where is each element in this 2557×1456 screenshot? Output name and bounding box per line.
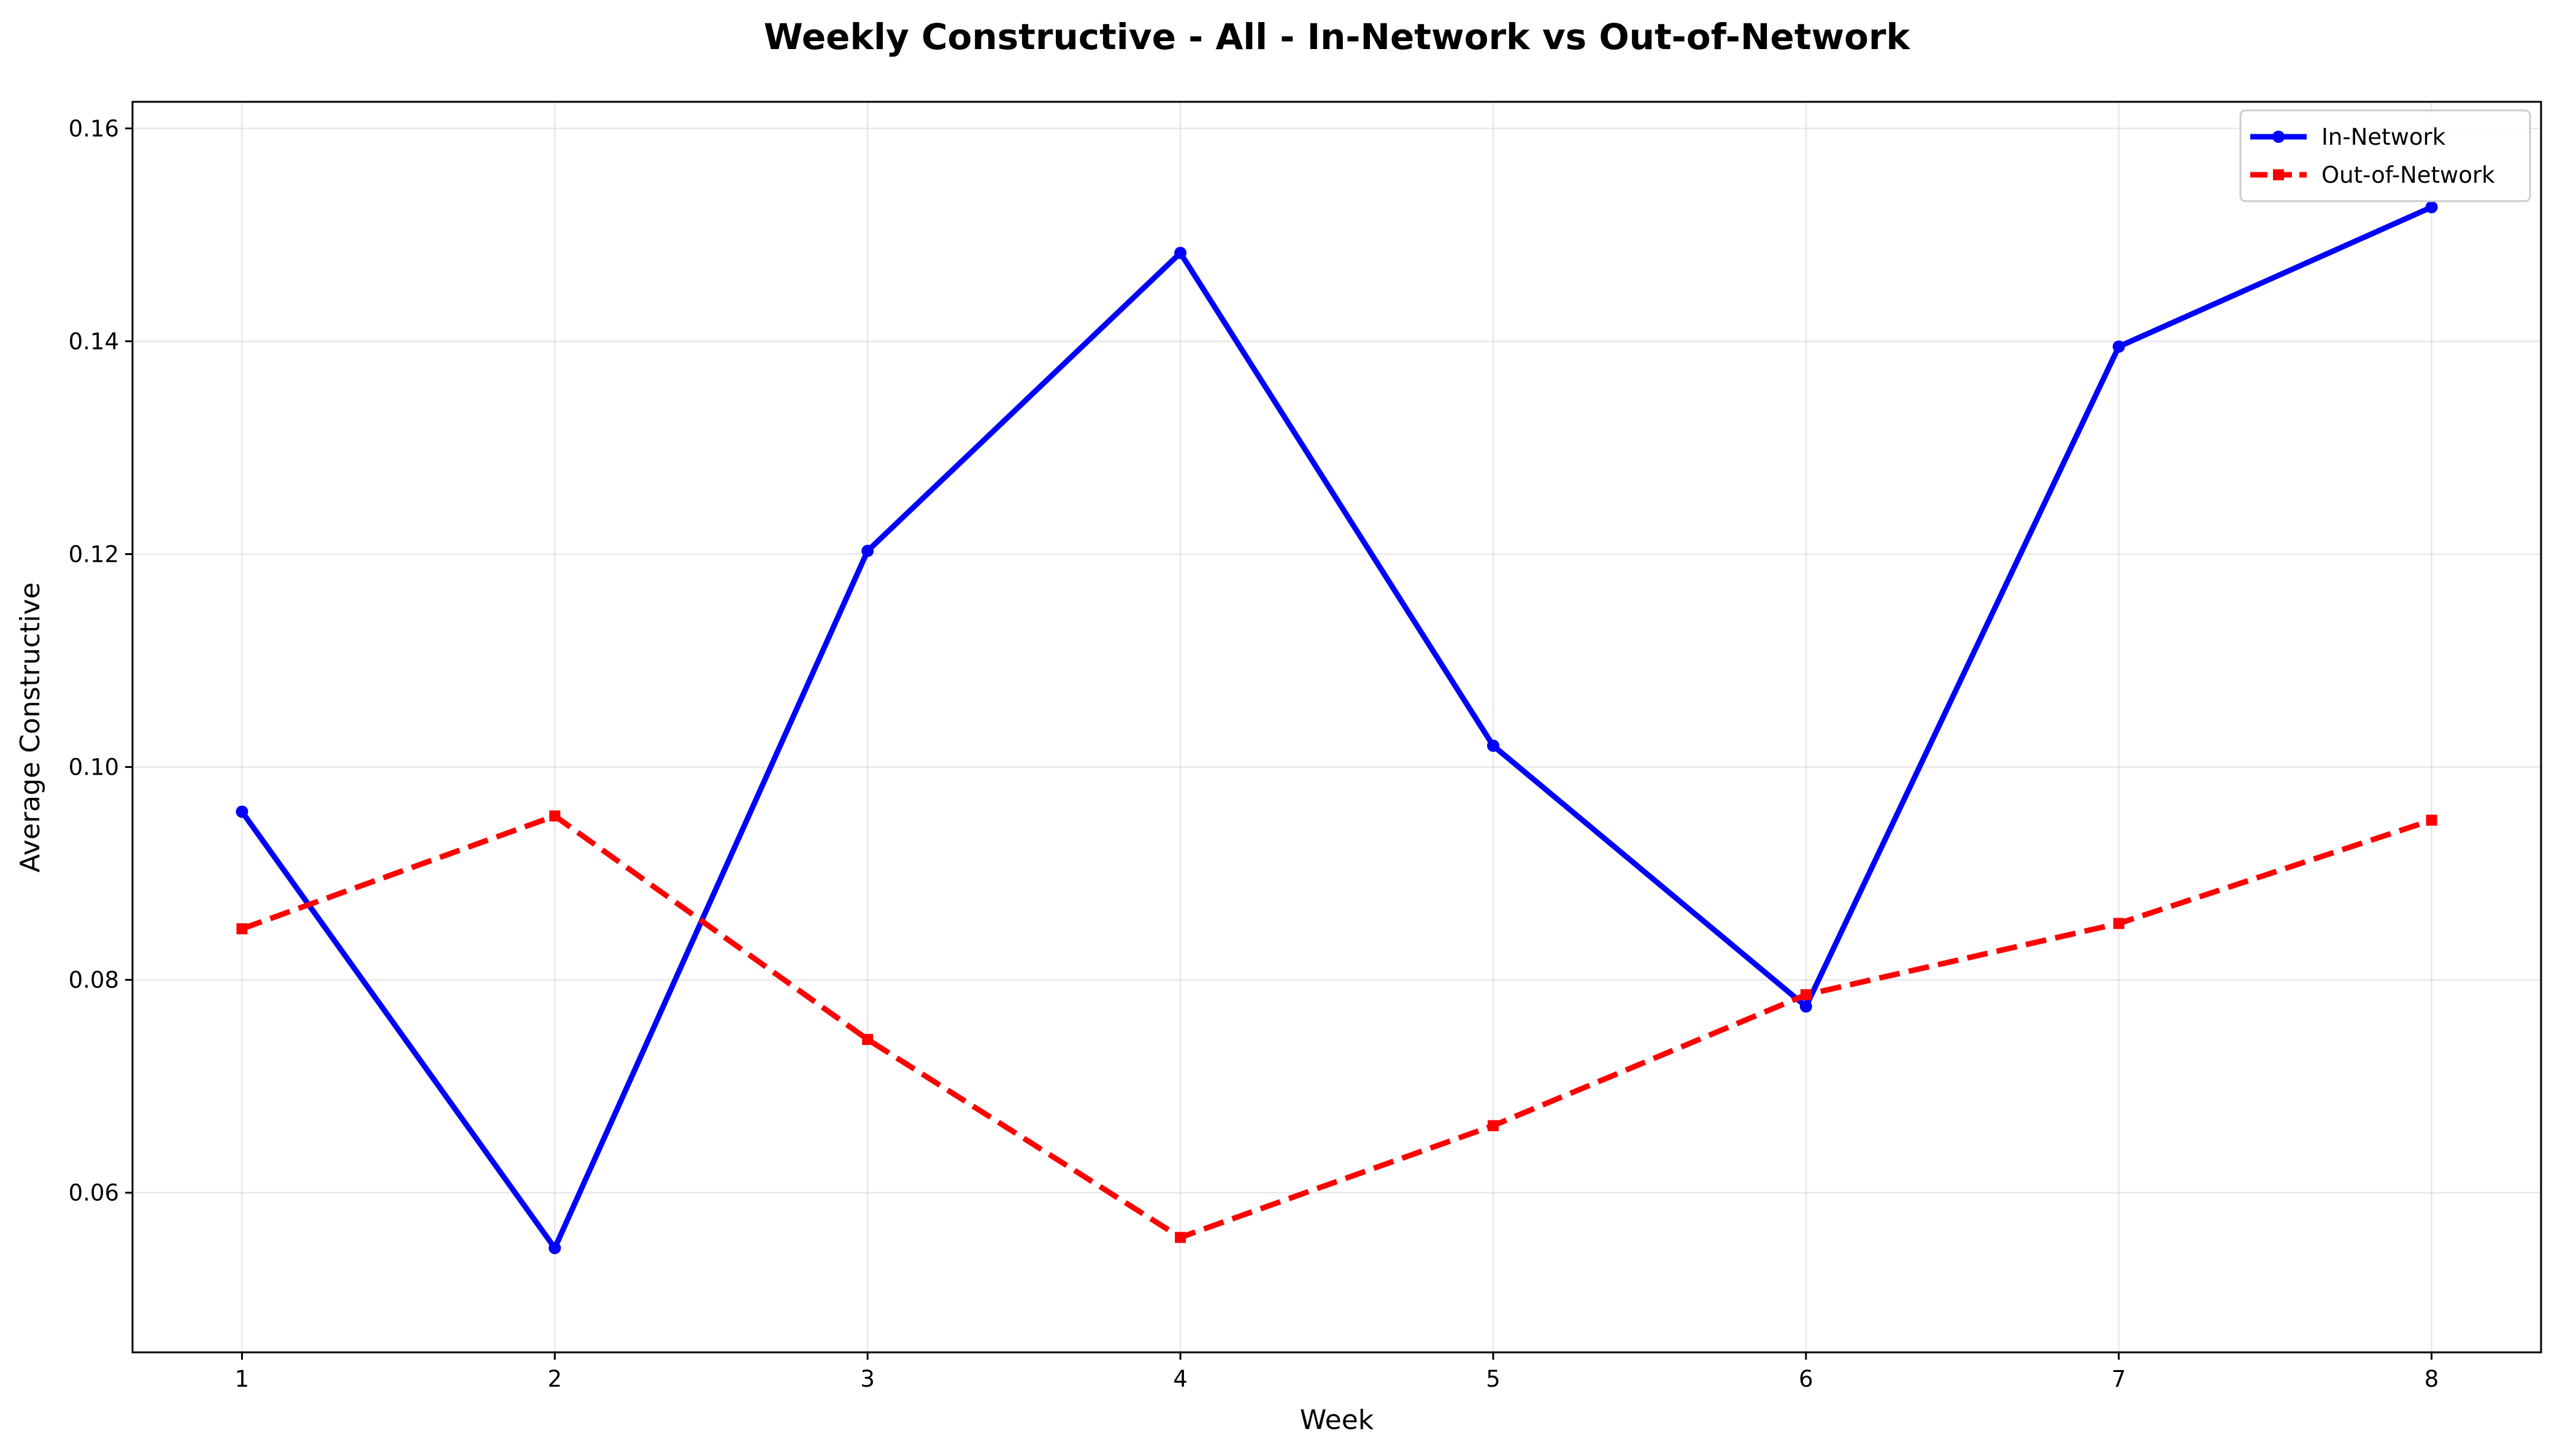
y-tick-label: 0.16 [69,115,119,142]
in-network-line [239,204,2433,1251]
x-axis-label: Week [1300,1404,1374,1436]
legend-entries: In-Network Out-of-Network [2250,124,2495,188]
grid [133,102,2541,1352]
y-tick-label: 0.14 [69,328,119,354]
legend-in-network-label: In-Network [2321,124,2446,150]
x-ticks: 1 2 3 4 5 6 7 8 [235,1352,2439,1392]
x-tick-label: 3 [860,1366,875,1392]
out-of-network-point [1800,989,1812,1000]
chart-title: Weekly Constructive - All - In-Network v… [764,16,1911,58]
x-tick-label: 5 [1486,1366,1501,1392]
series-layer [236,201,2438,1254]
x-tick-label: 1 [235,1366,250,1392]
y-axis-label: Average Constructive [15,582,46,872]
y-tick-label: 0.10 [69,754,119,781]
y-tick-label: 0.08 [69,967,119,994]
in-network-point [548,1241,561,1254]
legend-in-network-marker [2272,131,2285,143]
out-of-network-point [549,810,561,822]
out-of-network-point [1487,1120,1499,1132]
out-of-network-point [2113,918,2124,929]
in-network-point [1799,1000,1812,1013]
in-network-point [861,545,874,557]
y-tick-label: 0.12 [69,542,119,568]
legend-out-of-network-label: Out-of-Network [2321,162,2495,188]
y-ticks: 0.06 0.08 0.10 0.12 0.14 0.16 [69,115,133,1206]
in-network-point [1486,739,1499,752]
x-tick-label: 2 [548,1366,563,1392]
x-tick-label: 4 [1173,1366,1188,1392]
legend-box [2239,109,2531,202]
in-network-point [236,805,248,818]
legend-out-of-network-marker [2273,169,2284,180]
plot-frame [131,101,2542,1354]
y-tick-label: 0.06 [69,1180,119,1206]
out-of-network-point [862,1033,874,1045]
x-tick-label: 6 [1799,1366,1813,1392]
out-of-network-point [236,923,248,935]
out-of-network-line [240,813,2432,1241]
in-network-point [2112,340,2125,353]
out-of-network-point [2426,814,2437,826]
x-tick-label: 8 [2424,1366,2439,1392]
x-tick-label: 7 [2112,1366,2126,1392]
out-of-network-point [1175,1232,1186,1243]
in-network-point [1174,247,1187,259]
in-network-point [2425,201,2438,213]
legend: In-Network Out-of-Network [2239,109,2531,202]
